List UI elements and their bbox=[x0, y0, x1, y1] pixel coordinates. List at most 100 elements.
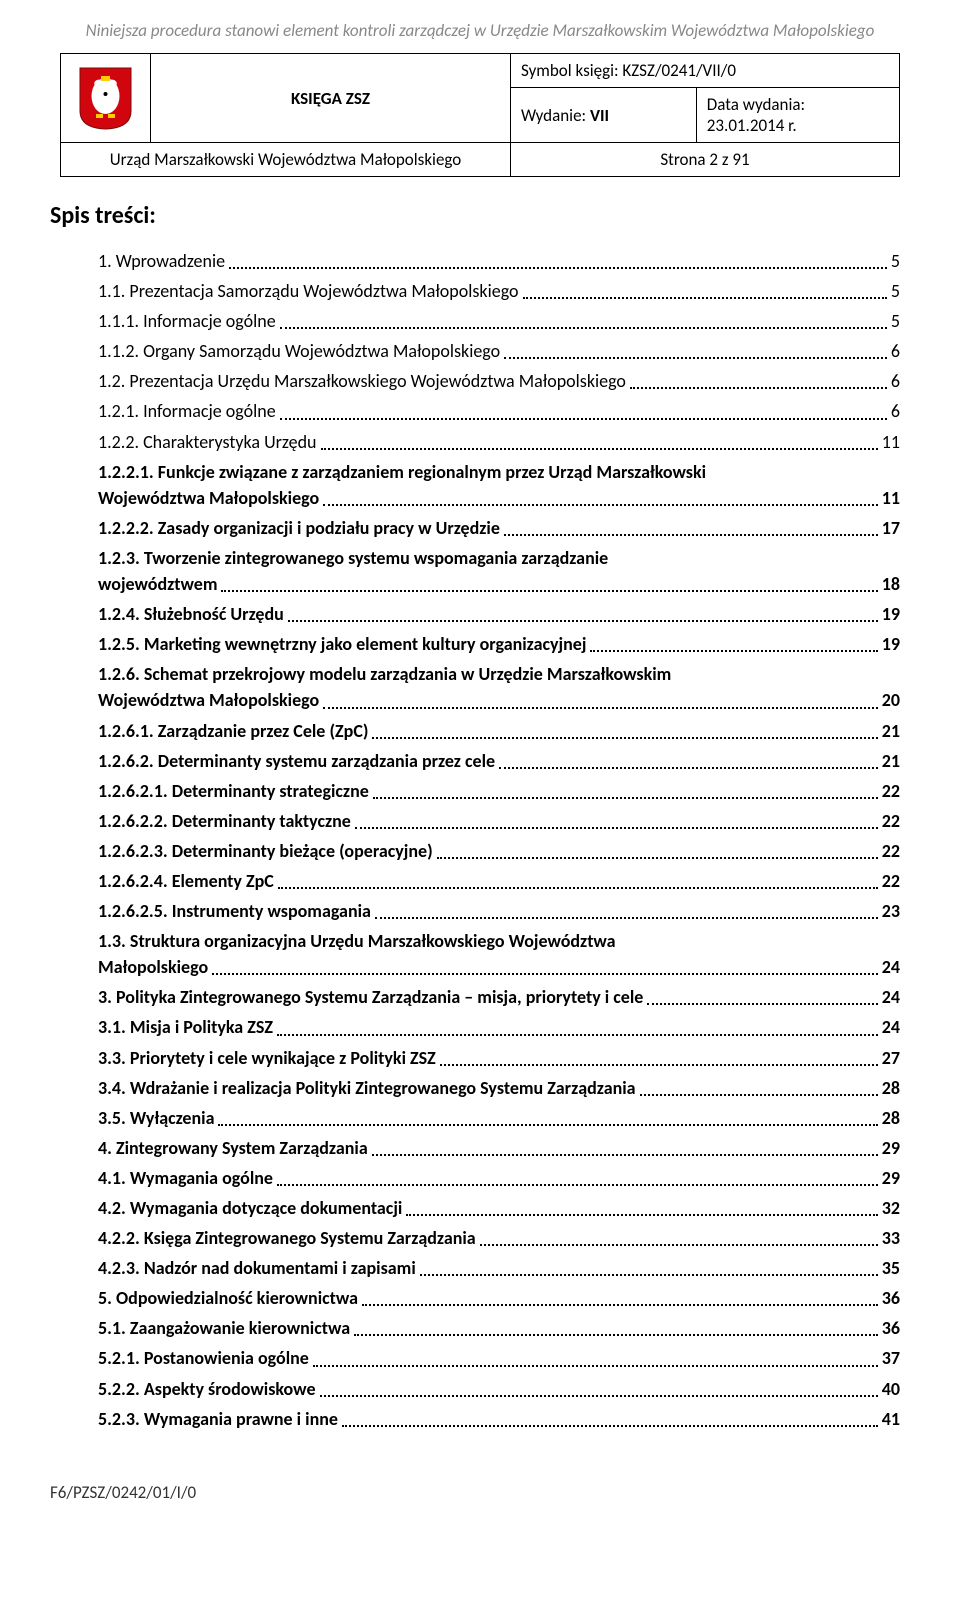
toc-page-number: 5 bbox=[891, 248, 900, 274]
toc-text: 1.2.6. Schemat przekrojowy modelu zarząd… bbox=[98, 661, 900, 687]
toc-text: 4.2. Wymagania dotyczące dokumentacji bbox=[98, 1195, 402, 1221]
toc-text: 1.2.6.2.4. Elementy ZpC bbox=[98, 868, 274, 894]
toc-text: 5.2.2. Aspekty środowiskowe bbox=[98, 1376, 316, 1402]
edition-label: Wydanie: bbox=[521, 105, 590, 126]
toc-dots bbox=[480, 1244, 878, 1246]
toc-page-number: 11 bbox=[882, 429, 900, 455]
toc-entry: 1.2.2. Charakterystyka Urzędu11 bbox=[98, 429, 900, 455]
toc-text: 5.1. Zaangażowanie kierownictwa bbox=[98, 1315, 350, 1341]
toc-dots bbox=[406, 1214, 877, 1216]
toc-text: 4.1. Wymagania ogólne bbox=[98, 1165, 273, 1191]
toc-page-number: 11 bbox=[882, 485, 900, 511]
toc-page-number: 28 bbox=[882, 1105, 900, 1131]
toc-dots bbox=[277, 1184, 878, 1186]
toc-page-number: 21 bbox=[882, 748, 900, 774]
toc-text: 1.1. Prezentacja Samorządu Województwa M… bbox=[98, 278, 519, 304]
toc-text: 1.2.6.2. Determinanty systemu zarządzani… bbox=[98, 748, 495, 774]
toc-dots bbox=[440, 1064, 878, 1066]
page-number-cell: Strona 2 z 91 bbox=[511, 143, 900, 177]
toc-entry: 1.2.6. Schemat przekrojowy modelu zarząd… bbox=[98, 661, 900, 713]
toc-dots bbox=[342, 1425, 878, 1427]
toc-entry: 4.2.3. Nadzór nad dokumentami i zapisami… bbox=[98, 1255, 900, 1281]
toc-dots bbox=[277, 1034, 878, 1036]
toc-dots bbox=[323, 504, 878, 506]
top-note: Niniejsza procedura stanowi element kont… bbox=[60, 20, 900, 41]
toc-page-number: 24 bbox=[882, 1014, 900, 1040]
toc-entry: 4. Zintegrowany System Zarządzania29 bbox=[98, 1135, 900, 1161]
toc-page-number: 36 bbox=[882, 1315, 900, 1341]
toc-dots bbox=[278, 887, 878, 889]
toc-page-number: 21 bbox=[882, 718, 900, 744]
toc-entry: 1.2.2.2. Zasady organizacji i podziału p… bbox=[98, 515, 900, 541]
toc-dots bbox=[212, 973, 878, 975]
toc-dots bbox=[630, 387, 887, 389]
toc-text: 1.2.1. Informacje ogólne bbox=[98, 398, 276, 424]
toc-entry: 5.2.1. Postanowienia ogólne 37 bbox=[98, 1345, 900, 1371]
toc-page-number: 6 bbox=[891, 338, 900, 364]
toc-text: 1.1.1. Informacje ogólne bbox=[98, 308, 276, 334]
toc-entry: 5.2.3. Wymagania prawne i inne41 bbox=[98, 1406, 900, 1432]
toc-entry: 1.2.6.2.2. Determinanty taktyczne22 bbox=[98, 808, 900, 834]
toc-page-number: 22 bbox=[882, 808, 900, 834]
table-of-contents: 1. Wprowadzenie51.1. Prezentacja Samorzą… bbox=[60, 248, 900, 1432]
toc-text: 3. Polityka Zintegrowanego Systemu Zarzą… bbox=[98, 984, 643, 1010]
symbol-cell: Symbol księgi: KZSZ/0241/VII/0 bbox=[511, 54, 900, 88]
toc-dots bbox=[420, 1274, 878, 1276]
toc-text: 5. Odpowiedzialność kierownictwa bbox=[98, 1285, 358, 1311]
toc-entry: 4.2. Wymagania dotyczące dokumentacji 32 bbox=[98, 1195, 900, 1221]
toc-dots bbox=[373, 797, 878, 799]
edition-value: VII bbox=[590, 105, 609, 126]
toc-text: Małopolskiego bbox=[98, 954, 208, 980]
toc-dots bbox=[504, 357, 887, 359]
toc-text: 1.2.2.1. Funkcje związane z zarządzaniem… bbox=[98, 459, 900, 485]
toc-entry: 3.3. Priorytety i cele wynikające z Poli… bbox=[98, 1045, 900, 1071]
issue-date-cell: Data wydania: 23.01.2014 r. bbox=[696, 88, 899, 143]
toc-text: 5.2.1. Postanowienia ogólne bbox=[98, 1345, 309, 1371]
toc-dots bbox=[280, 418, 887, 420]
toc-text: 5.2.3. Wymagania prawne i inne bbox=[98, 1406, 338, 1432]
toc-text: 3.1. Misja i Polityka ZSZ bbox=[98, 1014, 273, 1040]
toc-entry: 1.2.6.2.3. Determinanty bieżące (operacy… bbox=[98, 838, 900, 864]
toc-text: województwem bbox=[98, 571, 217, 597]
toc-page-number: 24 bbox=[882, 984, 900, 1010]
toc-text: 1.2.6.2.3. Determinanty bieżące (operacy… bbox=[98, 838, 433, 864]
toc-entry: 1.2.1. Informacje ogólne 6 bbox=[98, 398, 900, 424]
toc-entry: 1.2.2.1. Funkcje związane z zarządzaniem… bbox=[98, 459, 900, 511]
toc-entry: 3.4. Wdrażanie i realizacja Polityki Zin… bbox=[98, 1075, 900, 1101]
toc-page-number: 6 bbox=[891, 398, 900, 424]
toc-text: 4.2.3. Nadzór nad dokumentami i zapisami bbox=[98, 1255, 416, 1281]
toc-entry: 3.5. Wyłączenia 28 bbox=[98, 1105, 900, 1131]
toc-text: 1.2.6.2.5. Instrumenty wspomagania bbox=[98, 898, 371, 924]
office-cell: Urząd Marszałkowski Województwa Małopols… bbox=[61, 143, 511, 177]
edition-cell: Wydanie: VII bbox=[511, 88, 697, 143]
toc-dots bbox=[372, 1154, 878, 1156]
toc-dots bbox=[504, 534, 878, 536]
toc-dots bbox=[362, 1304, 878, 1306]
toc-text: Województwa Małopolskiego bbox=[98, 485, 319, 511]
toc-text: 3.4. Wdrażanie i realizacja Polityki Zin… bbox=[98, 1075, 636, 1101]
toc-entry: 4.1. Wymagania ogólne29 bbox=[98, 1165, 900, 1191]
toc-text: 4. Zintegrowany System Zarządzania bbox=[98, 1135, 368, 1161]
toc-text: 1.2.3. Tworzenie zintegrowanego systemu … bbox=[98, 545, 900, 571]
toc-page-number: 5 bbox=[891, 278, 900, 304]
toc-page-number: 6 bbox=[891, 368, 900, 394]
toc-page-number: 33 bbox=[882, 1225, 900, 1251]
toc-text: 3.5. Wyłączenia bbox=[98, 1105, 214, 1131]
toc-entry: 5. Odpowiedzialność kierownictwa36 bbox=[98, 1285, 900, 1311]
toc-entry: 3.1. Misja i Polityka ZSZ 24 bbox=[98, 1014, 900, 1040]
toc-dots bbox=[354, 1334, 878, 1336]
logo-cell bbox=[61, 54, 151, 143]
toc-entry: 5.1. Zaangażowanie kierownictwa 36 bbox=[98, 1315, 900, 1341]
toc-text: 1.2.6.1. Zarządzanie przez Cele (ZpC) bbox=[98, 718, 368, 744]
toc-page-number: 37 bbox=[882, 1345, 900, 1371]
toc-page-number: 18 bbox=[882, 571, 900, 597]
toc-dots bbox=[590, 650, 877, 652]
toc-page-number: 22 bbox=[882, 778, 900, 804]
document-page: Niniejsza procedura stanowi element kont… bbox=[0, 0, 960, 1543]
toc-entry: 1.3. Struktura organizacyjna Urzędu Mars… bbox=[98, 928, 900, 980]
toc-entry: 1.2.6.2.1. Determinanty strategiczne22 bbox=[98, 778, 900, 804]
toc-page-number: 32 bbox=[882, 1195, 900, 1221]
toc-dots bbox=[372, 737, 877, 739]
toc-page-number: 22 bbox=[882, 838, 900, 864]
toc-heading: Spis treści: bbox=[50, 201, 900, 230]
